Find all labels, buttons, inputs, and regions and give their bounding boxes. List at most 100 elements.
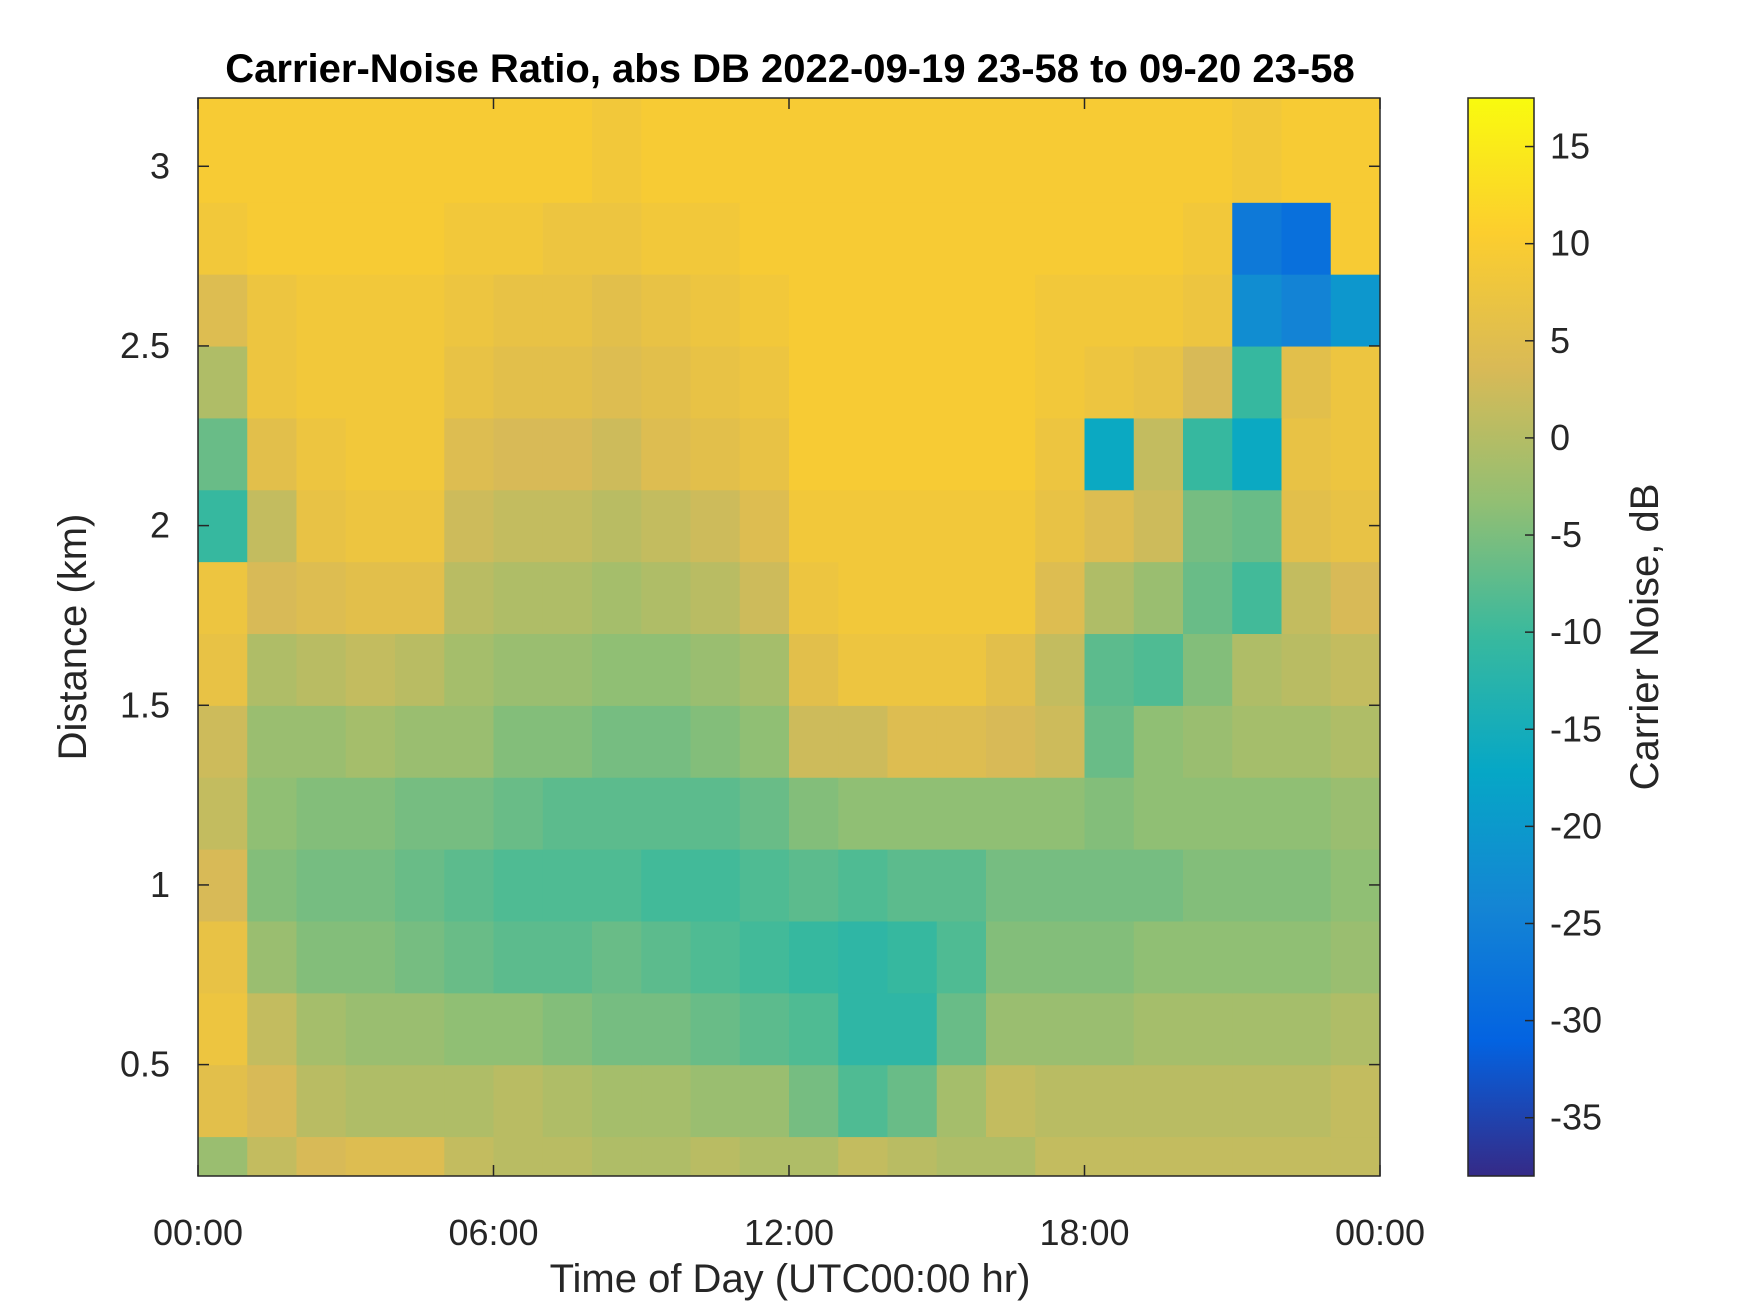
heatmap-cell xyxy=(592,1064,642,1138)
heatmap-cell xyxy=(395,98,445,203)
heatmap-cell xyxy=(247,417,298,491)
heatmap-cell xyxy=(1133,849,1184,922)
heatmap-cell xyxy=(1035,98,1086,203)
heatmap-cell xyxy=(1133,777,1184,850)
heatmap-cell xyxy=(345,705,396,778)
y-tick-label: 2.5 xyxy=(120,325,170,366)
heatmap-cell xyxy=(395,345,445,419)
heatmap-cell xyxy=(444,274,495,347)
heatmap-cell xyxy=(395,705,445,778)
heatmap-cell xyxy=(592,489,642,563)
heatmap-cell xyxy=(198,98,248,203)
heatmap-cell xyxy=(1084,98,1135,203)
heatmap-cell xyxy=(936,274,987,347)
colorbar-axis: 15 10 5 0 -5 -10 -15 -20 -25 -30 -35 xyxy=(1525,126,1602,1138)
heatmap-cell xyxy=(690,417,741,491)
heatmap-cell xyxy=(838,202,889,275)
heatmap-cell xyxy=(1183,633,1233,706)
heatmap-cell xyxy=(986,1136,1036,1176)
heatmap-cell xyxy=(345,1136,396,1176)
heatmap-cell xyxy=(542,98,593,203)
heatmap-cell xyxy=(1281,633,1332,706)
heatmap-cell xyxy=(936,777,987,850)
heatmap-cell xyxy=(592,561,642,635)
heatmap-cell xyxy=(1281,489,1332,563)
heatmap-cell xyxy=(690,202,741,275)
heatmap-cell xyxy=(592,849,642,922)
heatmap-cell xyxy=(789,417,839,491)
heatmap-cell xyxy=(395,633,445,706)
heatmap-cell xyxy=(296,345,347,419)
heatmap-cell xyxy=(1330,992,1380,1066)
heatmap-cell xyxy=(1232,345,1283,419)
heatmap-cell xyxy=(1035,202,1086,275)
heatmap-cell xyxy=(395,920,445,994)
heatmap-cell xyxy=(1330,1136,1380,1176)
heatmap-cell xyxy=(936,417,987,491)
heatmap-cell xyxy=(887,777,938,850)
heatmap-cell xyxy=(838,489,889,563)
heatmap-cell xyxy=(887,417,938,491)
chart-title: Carrier-Noise Ratio, abs DB 2022-09-19 2… xyxy=(225,47,1354,91)
heatmap-cell xyxy=(296,920,347,994)
heatmap-cell xyxy=(296,1136,347,1176)
heatmap-cell xyxy=(247,489,298,563)
heatmap-cell xyxy=(739,705,790,778)
x-tick-label: 06:00 xyxy=(448,1212,538,1253)
heatmap-cell xyxy=(789,1136,839,1176)
heatmap-cell xyxy=(789,777,839,850)
heatmap-cell xyxy=(247,1136,298,1176)
heatmap-cell xyxy=(986,345,1036,419)
colorbar xyxy=(1467,97,1535,1177)
heatmap-cell xyxy=(345,202,396,275)
heatmap-cell xyxy=(1084,489,1135,563)
heatmap-cell xyxy=(592,98,642,203)
heatmap-cell xyxy=(789,1064,839,1138)
heatmap-cell xyxy=(936,633,987,706)
heatmap-cell xyxy=(936,992,987,1066)
heatmap-cell xyxy=(542,992,593,1066)
heatmap-cell xyxy=(1035,777,1086,850)
heatmap-cell xyxy=(395,274,445,347)
heatmap-cell xyxy=(789,274,839,347)
heatmap-cell xyxy=(345,561,396,635)
heatmap-cell xyxy=(1330,920,1380,994)
heatmap-cell xyxy=(1084,920,1135,994)
heatmap-cell xyxy=(493,920,544,994)
heatmap-cell xyxy=(789,633,839,706)
heatmap-cell xyxy=(345,345,396,419)
heatmap-cell xyxy=(641,849,692,922)
heatmap-cell xyxy=(690,705,741,778)
heatmap-cell xyxy=(395,1136,445,1176)
heatmap-cell xyxy=(936,705,987,778)
heatmap-cell xyxy=(1084,417,1135,491)
heatmap-cell xyxy=(1133,345,1184,419)
heatmap-cell xyxy=(542,417,593,491)
heatmap-cell xyxy=(444,489,495,563)
heatmap-cell xyxy=(592,705,642,778)
heatmap-cell xyxy=(739,202,790,275)
heatmap-cell xyxy=(641,202,692,275)
heatmap-cell xyxy=(296,561,347,635)
heatmap-cell xyxy=(1084,345,1135,419)
heatmap-cell xyxy=(395,777,445,850)
heatmap-cell xyxy=(1133,705,1184,778)
heatmap-cell xyxy=(739,274,790,347)
heatmap-cell xyxy=(1035,920,1086,994)
heatmap-cell xyxy=(296,489,347,563)
heatmap-cell xyxy=(690,1064,741,1138)
heatmap-cell xyxy=(1330,777,1380,850)
heatmap-cell xyxy=(444,1064,495,1138)
heatmap-cell xyxy=(1035,633,1086,706)
heatmap-cell xyxy=(789,202,839,275)
heatmap-cell xyxy=(1330,345,1380,419)
heatmap-cell xyxy=(1035,345,1086,419)
heatmap-cell xyxy=(247,705,298,778)
heatmap-cell xyxy=(592,633,642,706)
heatmap-cell xyxy=(1084,274,1135,347)
heatmap-cell xyxy=(838,849,889,922)
heatmap-cell xyxy=(1281,849,1332,922)
colorbar-tick-label: -5 xyxy=(1550,514,1582,555)
heatmap-cell xyxy=(542,202,593,275)
heatmap-cell xyxy=(1232,992,1283,1066)
